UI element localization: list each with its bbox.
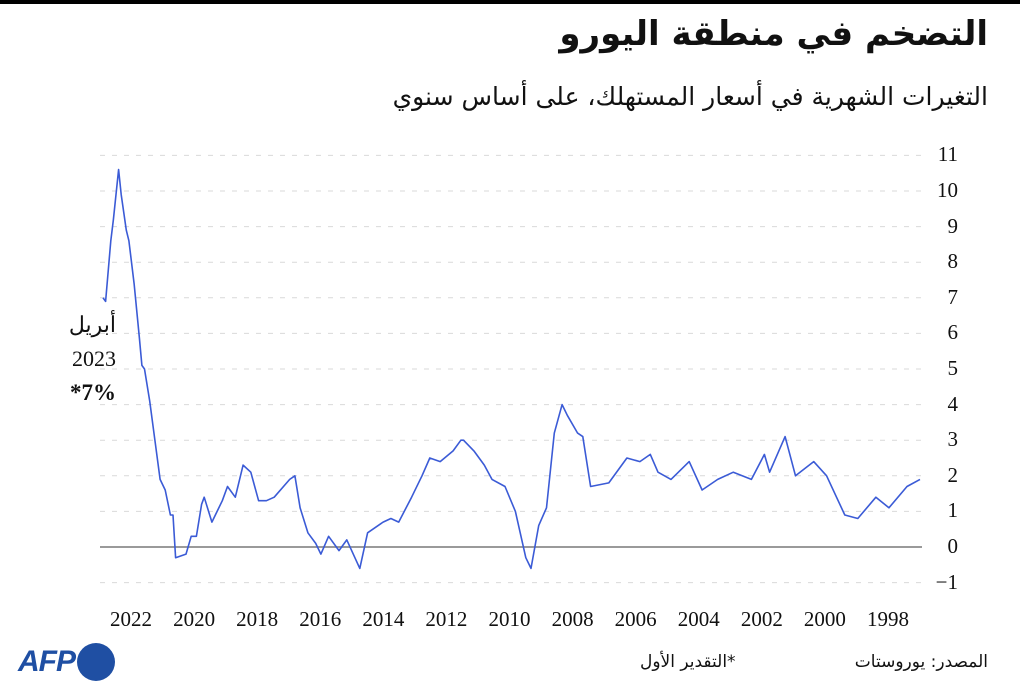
x-tick-label: 2012 — [425, 607, 468, 631]
annotation-month: أبريل — [68, 312, 116, 337]
y-tick-label: 7 — [947, 284, 959, 309]
x-tick-label: 2004 — [677, 607, 720, 631]
chart-subtitle: التغيرات الشهرية في أسعار المستهلك، على … — [392, 82, 988, 111]
source-credit: المصدر: يوروستات — [854, 652, 988, 672]
y-tick-label: 9 — [947, 213, 959, 238]
top-border — [0, 0, 1020, 4]
x-tick-label: 2010 — [488, 607, 531, 631]
y-tick-label: 5 — [947, 356, 959, 380]
y-tick-label: 4 — [947, 391, 959, 416]
gridlines — [100, 154, 922, 584]
y-tick-label: 11 — [937, 142, 958, 167]
annotation-year: 2023 — [72, 346, 116, 371]
afp-logo-text: AFP — [18, 645, 76, 678]
inflation-line — [102, 168, 921, 570]
y-tick-label: 1 — [947, 498, 959, 523]
x-tick-label: 2008 — [551, 607, 594, 631]
y-tick-label: 0 — [947, 534, 959, 558]
x-tick-label: 2022 — [110, 607, 152, 631]
y-tick-label: 8 — [947, 249, 959, 274]
x-tick-label: 2014 — [362, 607, 405, 631]
y-tick-label: −1 — [935, 569, 958, 594]
afp-logo-dot-icon — [77, 643, 115, 681]
y-tick-label: 3 — [947, 427, 959, 452]
afp-logo: AFP — [18, 643, 115, 681]
x-tick-label: 2000 — [803, 607, 846, 631]
footnote: *التقدير الأول — [640, 652, 736, 672]
chart-title: التضخم في منطقة اليورو — [559, 14, 988, 54]
x-tick-label: 2002 — [740, 607, 783, 631]
latest-value-annotation: أبريل 2023 *7% — [54, 308, 116, 410]
x-tick-label: 1998 — [867, 607, 909, 631]
x-tick-label: 2018 — [236, 607, 279, 631]
annotation-value: *7% — [70, 380, 116, 405]
x-tick-label: 2016 — [299, 607, 342, 631]
x-tick-label: 2006 — [614, 607, 657, 631]
y-tick-label: 6 — [947, 320, 959, 345]
x-tick-label: 2020 — [173, 607, 216, 631]
y-tick-label: 10 — [937, 178, 958, 202]
line-chart — [100, 154, 922, 584]
y-tick-label: 2 — [947, 462, 959, 487]
